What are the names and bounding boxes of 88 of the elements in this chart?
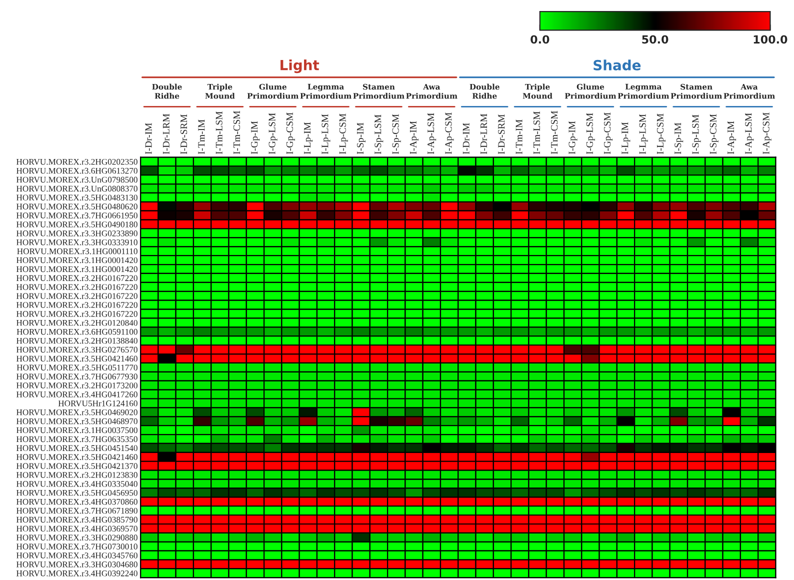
y-tick-label: HORVU.MOREX.r3.5HG0483130 [16,194,138,201]
text: Light [280,60,320,74]
y-tick-label: HORVU.MOREX.r3.5HG0421460 [16,356,138,362]
y-tick-label: HORVU.MOREX.r3.2HG0167220 [16,284,138,290]
text: Shade [594,60,641,70]
y-tick-label: HORVU.MOREX.r3.5HG0480620 [16,204,138,210]
y-tick-label: HORVU.MOREX.r3.5HG0469020 [16,409,138,416]
y-tick-label: HORVU.MOREX.r3.4HG0335040 [16,481,138,487]
x-tick-label: I-Gp-CSM [286,112,295,154]
x-tick-label: I-Sp-IM [674,122,684,154]
y-tick-label: HORVU.MOREX.r3.2HG0167220 [16,302,138,308]
x-tick-label: I-Lp-IM [622,122,630,154]
y-tick-label: HORVU.MOREX.r3.4HG0369570 [16,526,138,532]
x-tick-label: I-Sp-CSM [392,114,401,154]
x-tick-label: I-Lp-LSM [639,114,648,154]
y-tick-label: HORVU.MOREX.r3.2HG0167220 [16,293,138,299]
x-tick-label: I-Ap-IM [410,121,418,154]
y-tick-label: HORVU.MOREX.r3.UnG0798500 [16,176,138,183]
color-bar-label: 50.0 [642,35,668,44]
x-tick-label: I-Gp-IM [251,121,260,154]
y-tick-label: HORVU.MOREX.r3.1HG0001110 [17,248,138,254]
y-tick-label: HORVU.MOREX.r3.7HG0730010 [16,544,138,550]
x-tick-label: I-Lp-LSM [322,114,330,154]
y-tick-label: HORVU.MOREX.r3.7HG0677930 [16,374,138,380]
y-tick-label: HORVU.MOREX.r3.2HG0173200 [16,382,138,388]
y-tick-label: HORVU.MOREX.r3.5HG0456950 [16,490,138,496]
y-tick-label: HORVU.MOREX.r3.6HG0613270 [16,168,138,174]
y-tick-label: HORVU.MOREX.r3.4HG0392240 [16,570,138,576]
y-tick-label: HORVU.MOREX.r3.2HG0167220 [16,275,138,282]
x-tick-label: I-Ap-CSM [445,112,454,154]
y-tick-label: HORVU.MOREX.r3.3HG0233890 [16,230,138,236]
x-tick-label: I-Sp-CSM [710,114,718,154]
y-tick-label: HORVU.MOREX.r3.1HG0001420 [16,257,138,264]
y-tick-label: HORVU.MOREX.r3.UnG0808370 [16,186,138,192]
x-tick-label: I-Tm-CSM [233,110,240,154]
y-tick-label: HORVU.MOREX.r3.3HG0333910 [16,239,138,246]
y-tick-label: HORVU.MOREX.r3.3HG0276570 [16,346,138,353]
x-tick-label: I-Lp-CSM [339,114,348,154]
y-tick-label: HORVU.MOREX.r3.5HG0490180 [16,222,138,228]
y-tick-label: HORVU.MOREX.r3.2HG0120840 [16,320,138,326]
y-tick-label: HORVU.MOREX.r3.1HG0001420 [16,266,138,272]
color-bar-label: 0.0 [530,35,550,44]
y-tick-label: HORVU5Hr1G124160 [58,400,138,406]
x-tick-label: I-Ap-LSM [428,113,436,154]
x-tick-label: I-Dr-LRM [162,114,170,154]
x-tick-label: I-Tm-IM [198,120,205,154]
x-tick-label: I-Dr-SRM [180,114,188,154]
x-tick-label: I-Gp-CSM [604,112,613,154]
x-tick-label: I-Lp-IM [304,122,313,154]
y-tick-label: HORVU.MOREX.r3.4HG0345760 [16,552,138,558]
y-tick-label: HORVU.MOREX.r3.5HG0421370 [16,463,138,469]
x-tick-label: I-Ap-LSM [745,113,754,154]
y-tick-label: HORVU.MOREX.r3.4HG0370860 [16,498,138,505]
y-tick-label: HORVU.MOREX.r3.4HG0417260 [16,392,138,398]
y-tick-label: HORVU.MOREX.r3.5HG0468970 [16,418,138,424]
x-tick-label: I-Sp-LSM [692,114,701,154]
x-tick-label: I-Gp-LSM [586,113,595,154]
x-tick-label: I-Dr-LRM [480,114,487,154]
y-tick-label: HORVU.MOREX.r3.2HG0123830 [16,472,138,478]
y-tick-label: HORVU.MOREX.r3.2HG0167220 [16,311,138,317]
y-tick-label: HORVU.MOREX.r3.3HG0304680 [16,562,138,568]
x-tick-label: I-Tm-LSM [533,111,540,154]
x-tick-label: I-Ap-IM [728,121,736,154]
color-bar-label: 100.0 [754,35,788,44]
y-tick-label: HORVU.MOREX.r3.2HG0202350 [16,158,138,165]
y-tick-label: HORVU.MOREX.r3.1HG0037500 [16,427,138,434]
x-tick-label: I-Sp-LSM [374,114,384,154]
y-tick-label: HORVU.MOREX.r3.5HG0451540 [16,445,138,452]
y-tick-label: HORVU.MOREX.r3.7HG0671890 [16,508,138,514]
y-tick-label: HORVU.MOREX.r3.4HG0385790 [16,516,138,523]
x-tick-label: I-Sp-IM [356,122,366,154]
x-tick-label: I-Tm-CSM [551,110,558,154]
y-tick-label: HORVU.MOREX.r3.6HG0591100 [16,328,138,335]
x-tick-label: I-Lp-CSM [656,114,666,154]
y-tick-label: HORVU.MOREX.r3.7HG0661950 [16,212,138,218]
x-tick-label: I-Tm-IM [516,120,522,154]
x-tick-label: I-Dr-IM [462,123,470,154]
x-tick-label: I-Dr-SRM [498,114,505,154]
y-tick-label: HORVU.MOREX.r3.5HG0511770 [16,364,138,371]
x-tick-label: I-Gp-LSM [268,113,278,154]
y-tick-label: HORVU.MOREX.r3.5HG0421460 [16,454,138,460]
x-tick-label: I-Dr-IM [145,123,152,154]
x-tick-label: I-Gp-IM [568,121,578,154]
x-tick-label: I-Tm-LSM [216,111,222,154]
y-tick-label: HORVU.MOREX.r3.3HG0290880 [16,534,138,541]
y-tick-label: HORVU.MOREX.r3.7HG0635350 [16,436,138,442]
x-tick-label: I-Ap-CSM [762,112,772,154]
y-tick-label: HORVU.MOREX.r3.2HG0138840 [16,338,138,344]
